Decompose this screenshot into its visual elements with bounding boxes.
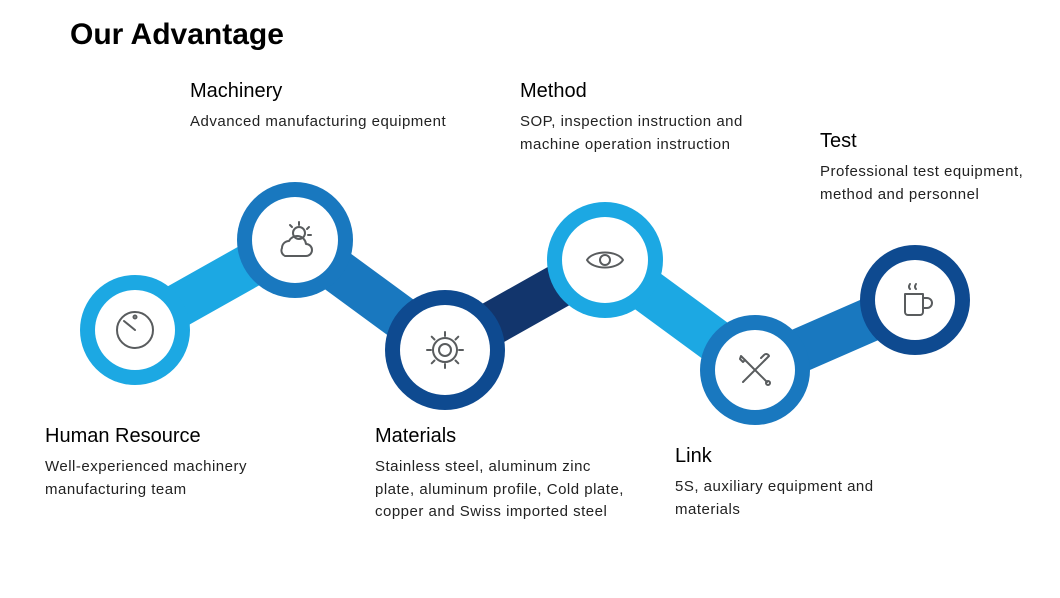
label-method-title: Method	[520, 80, 780, 103]
label-link: Link 5S, auxiliary equipment and material…	[675, 445, 935, 521]
mug-icon	[891, 276, 939, 324]
node-materials	[385, 290, 505, 410]
label-human-title: Human Resource	[45, 425, 305, 448]
node-method-inner	[562, 217, 648, 303]
label-human-desc: Well-experienced machinery manufacturing…	[45, 456, 305, 501]
label-machinery: Machinery Advanced manufacturing equipmen…	[190, 80, 450, 134]
label-human: Human Resource Well-experienced machinery…	[45, 425, 305, 501]
label-machinery-title: Machinery	[190, 80, 450, 103]
label-test: Test Professional test equipment, method …	[820, 130, 1060, 206]
label-method-desc: SOP, inspection instruction and machine …	[520, 111, 780, 156]
node-link	[700, 315, 810, 425]
label-materials-desc: Stainless steel, aluminum zinc plate, al…	[375, 456, 635, 524]
label-link-desc: 5S, auxiliary equipment and materials	[675, 476, 935, 521]
label-materials-title: Materials	[375, 425, 635, 448]
tools-icon	[731, 346, 779, 394]
node-test	[860, 245, 970, 355]
node-human-inner	[95, 290, 175, 370]
eye-icon	[581, 236, 629, 284]
node-test-inner	[875, 260, 955, 340]
node-link-inner	[715, 330, 795, 410]
node-method	[547, 202, 663, 318]
label-materials: Materials Stainless steel, aluminum zinc …	[375, 425, 635, 524]
node-materials-inner	[400, 305, 490, 395]
label-link-title: Link	[675, 445, 935, 468]
sun-cloud-icon	[271, 216, 319, 264]
label-machinery-desc: Advanced manufacturing equipment	[190, 111, 450, 134]
label-test-title: Test	[820, 130, 1060, 153]
label-test-desc: Professional test equipment, method and …	[820, 161, 1060, 206]
node-machinery-inner	[252, 197, 338, 283]
gauge-icon	[111, 306, 159, 354]
gear-icon	[421, 326, 469, 374]
label-method: Method SOP, inspection instruction and ma…	[520, 80, 780, 156]
node-machinery	[237, 182, 353, 298]
node-human	[80, 275, 190, 385]
